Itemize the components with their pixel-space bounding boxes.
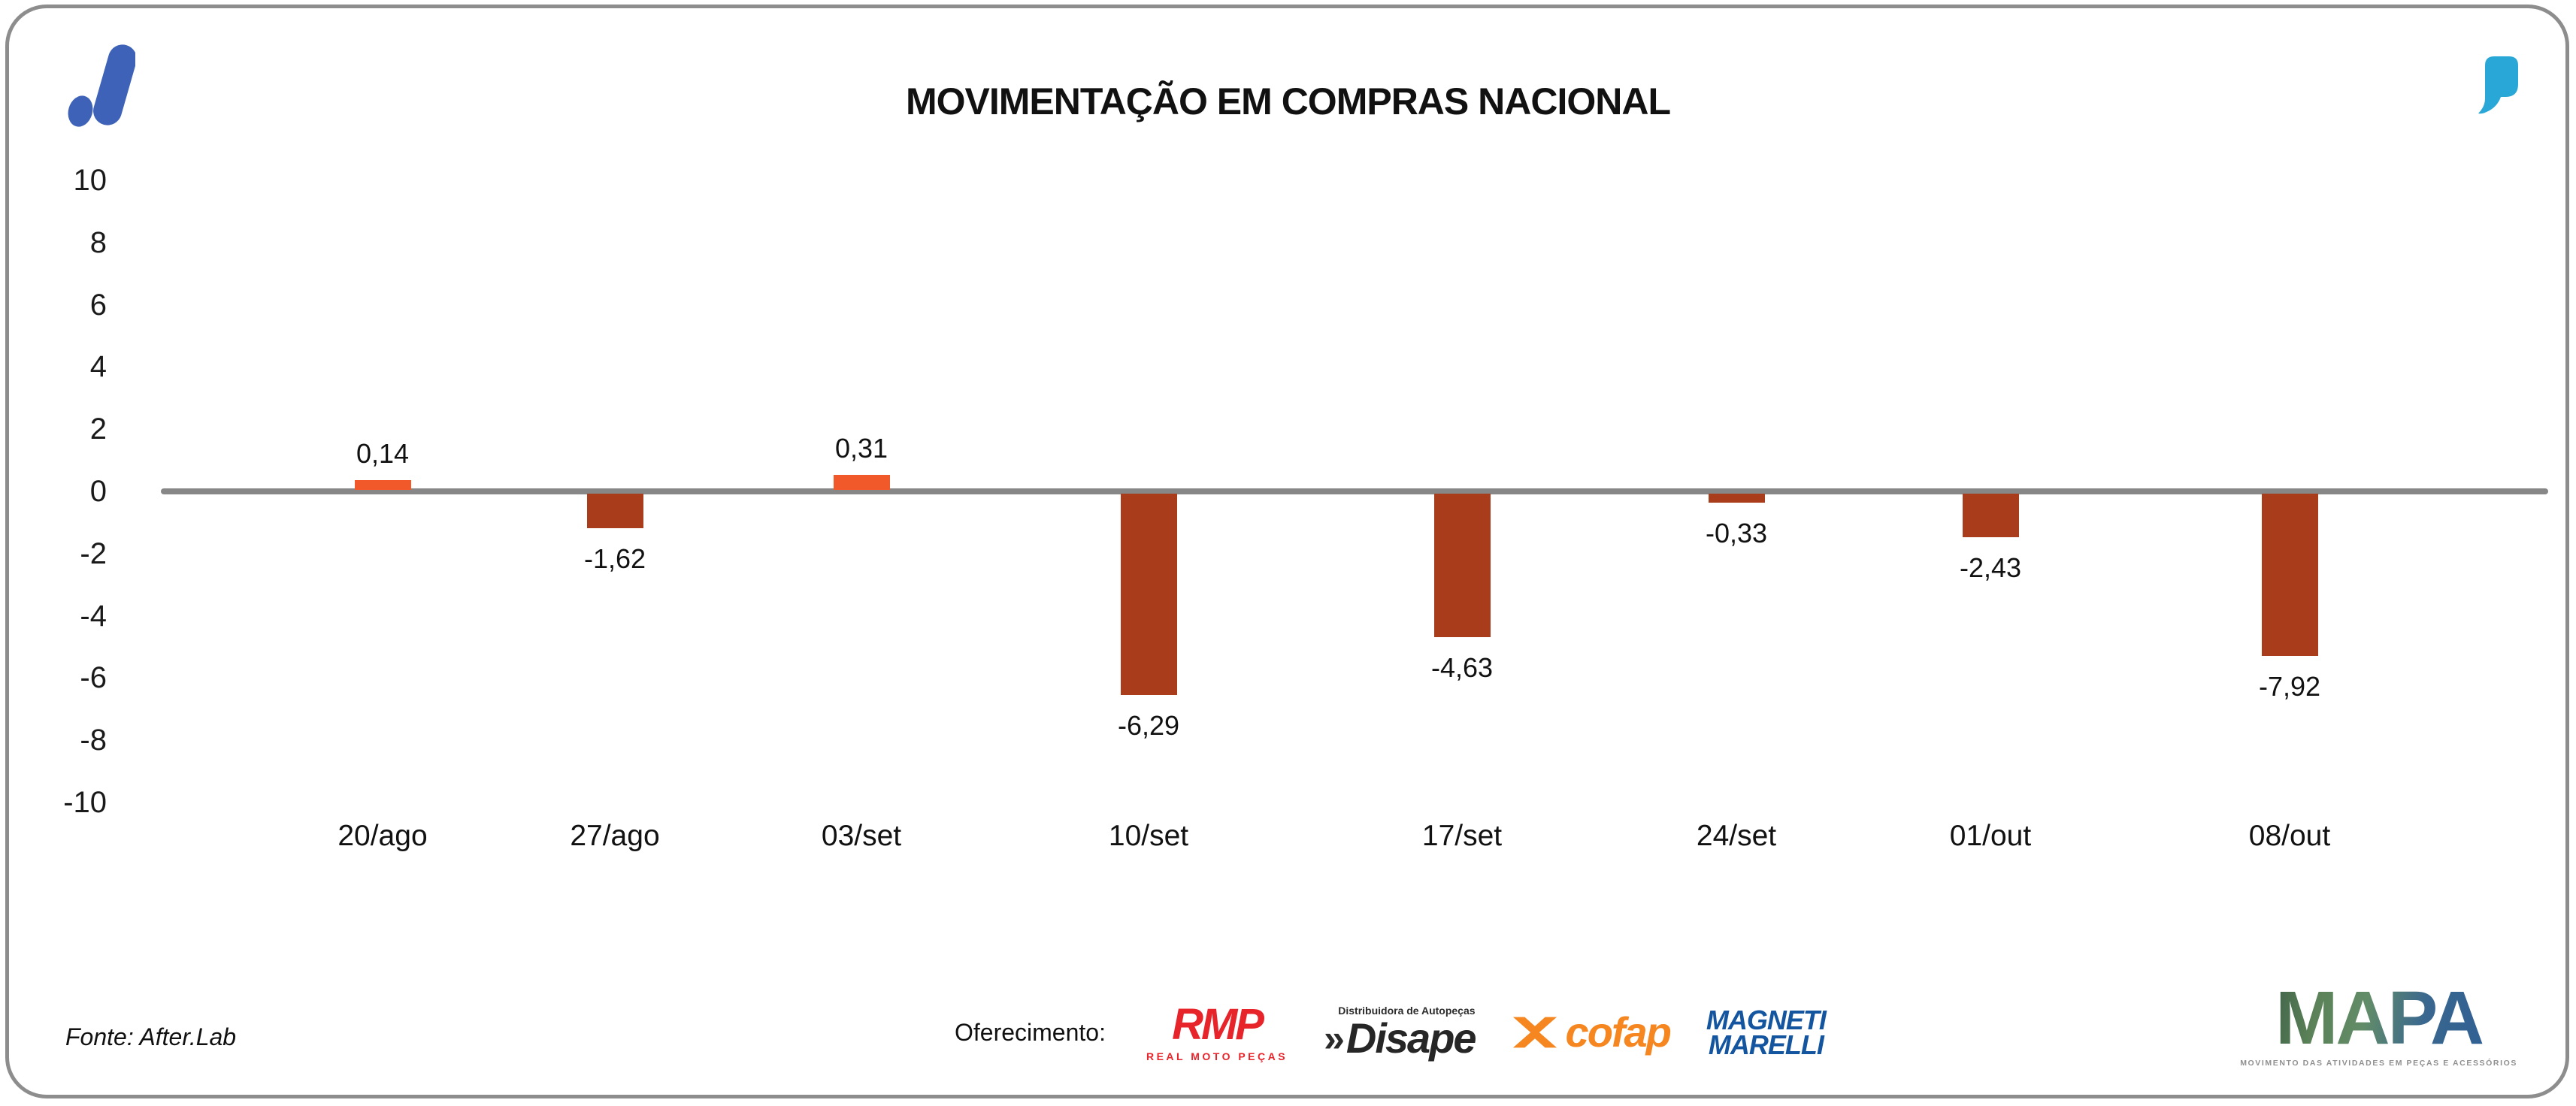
magneti-line1: MAGNETI [1706,1004,1827,1035]
y-axis-tick-label: 2 [89,412,107,446]
bar [2261,494,2318,656]
bar-value-label: 0,14 [356,438,410,469]
quote-mark-icon [2478,56,2518,114]
bar-value-label: -2,43 [1959,552,2022,583]
sponsor-logo-disape: Distribuidora de Autopeças » Disape [1324,1005,1477,1062]
bar [1708,494,1765,503]
y-axis-tick-label: 8 [89,225,107,259]
x-axis-label: 01/out [1949,820,2032,852]
y-axis-tick-label: 4 [89,350,107,384]
x-axis-label: 20/ago [338,820,428,852]
disape-chevrons-icon: » [1324,1017,1345,1059]
mapa-tagline: MOVIMENTO DAS ATIVIDADES EM PEÇAS E ACES… [2240,1059,2517,1068]
sponsors-row: Oferecimento: RMP REAL MOTO PEÇAS Distri… [955,990,1827,1074]
y-axis-tick-label: 0 [89,475,107,508]
card-border [5,5,2569,1098]
mapa-wordmark: MAPA [2240,981,2517,1056]
bar-value-label: -1,62 [583,543,646,574]
mapa-logo: MAPA MOVIMENTO DAS ATIVIDADES EM PEÇAS E… [2240,981,2517,1068]
x-axis-label: 17/set [1421,820,1503,852]
sponsor-logo-rmp: RMP REAL MOTO PEÇAS [1146,1003,1288,1062]
x-axis-label: 03/set [821,820,902,852]
magneti-line2: MARELLI [1708,1029,1824,1060]
bar [833,475,890,490]
rmp-subtext: REAL MOTO PEÇAS [1146,1050,1288,1062]
bar [1433,494,1491,637]
sponsors-label: Oferecimento: [955,1018,1106,1046]
y-axis-tick-label: -2 [80,536,107,570]
bar [354,480,411,490]
disape-subtext: Distribuidora de Autopeças [1338,1005,1476,1017]
sponsor-logo-cofap: cofap [1512,1008,1672,1056]
y-axis-tick-label: -10 [63,786,107,819]
bar-value-label: -7,92 [2258,671,2321,702]
chart-title: MOVIMENTAÇÃO EM COMPRAS NACIONAL [905,80,1671,122]
bar-value-label: -0,33 [1705,518,1768,548]
disape-wordmark: Disape [1346,1014,1477,1062]
x-axis-label: 08/out [2248,820,2331,852]
bar-value-label: -4,63 [1430,652,1494,683]
cofap-emblem-icon [1512,1017,1557,1048]
x-axis-label: 10/set [1108,820,1189,852]
bar-value-label: 0,31 [834,433,888,464]
rmp-wordmark: RMP [1172,1000,1264,1049]
x-axis-label: 27/ago [570,820,660,852]
bar [1120,494,1177,695]
source-note: Fonte: After.Lab [65,1023,237,1050]
y-axis-tick-label: -8 [80,724,107,757]
y-axis-tick-label: 10 [73,164,107,197]
cofap-wordmark: cofap [1565,1008,1672,1056]
afterlab-logo-icon [68,44,135,127]
bar [1962,494,2019,537]
sponsor-logo-magneti-marelli: MAGNETI MARELLI [1706,1004,1827,1060]
x-axis-label: 24/set [1696,820,1777,852]
bar-value-label: -6,29 [1117,710,1180,741]
y-axis-tick-label: -6 [80,661,107,695]
y-axis-tick-label: -4 [80,599,107,633]
zero-axis-line [161,488,2548,494]
bar [586,494,643,528]
y-axis-tick-label: 6 [89,288,107,322]
